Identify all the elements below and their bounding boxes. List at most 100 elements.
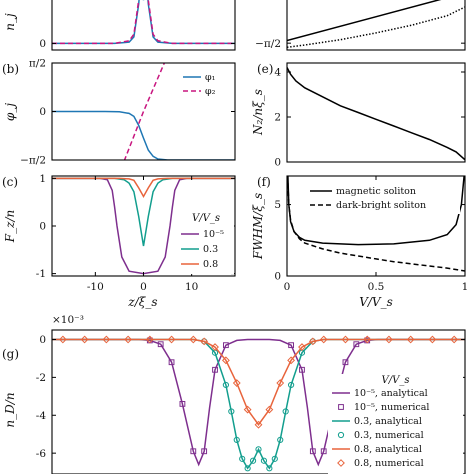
marker-g-5-20 (363, 335, 372, 344)
marker-g-3-11 (271, 455, 278, 462)
marker-g-5-16 (298, 343, 306, 351)
series-line-g-4 (52, 338, 465, 426)
xtick-label-f-0: 0 (284, 281, 291, 293)
panel-label-g: (g) (2, 347, 19, 361)
marker-g-5-18 (319, 335, 328, 344)
marker-g-1-4 (190, 448, 197, 455)
x-axis-label-f: V/V_s (359, 295, 393, 309)
ytick-label-b-0: π/2 (29, 58, 46, 70)
legend-f: magnetic soliton dark-bright soliton (305, 180, 460, 214)
marker-g-5-24 (450, 335, 459, 344)
series-line-c-2 (52, 177, 235, 199)
xtick-label-c-1: 0 (140, 281, 147, 293)
plot-area-f (287, 176, 465, 272)
xtick-label-f-2: 1 (462, 281, 469, 293)
marker-g-5-22 (406, 335, 415, 344)
series-line-e-0 (287, 67, 465, 161)
legend-label-g-0: 10⁻⁵, analytical (354, 388, 428, 399)
axes-frame-top-right (286, 0, 466, 51)
marker-g-3-9 (260, 457, 268, 464)
marker-g-5-5 (167, 335, 176, 344)
marker-g-5-23 (428, 335, 437, 344)
legend-b: φ₁ φ₂ (180, 67, 230, 99)
marker-g-5-0 (58, 335, 67, 344)
ytick-label-e-2: 0 (274, 157, 281, 169)
panel-top-right: 0−π/2 (255, 0, 466, 51)
panel-b: π/2 0 −π/2 (b) φ_j φ₁ φ₂ (2, 58, 236, 167)
legend-box-b (180, 67, 230, 99)
series-line-top-right-0 (287, 0, 442, 42)
marker-g-3-4 (233, 436, 240, 443)
plot-area-top-right (287, 0, 465, 49)
marker-g-5-17 (308, 337, 317, 346)
marker-g-5-12 (254, 420, 263, 429)
panel-top-left: 00.5n_j (3, 0, 236, 51)
series-line-top-right-1 (287, 6, 465, 49)
marker-g-1-5 (201, 448, 208, 455)
ytick-label-g-0: 0 (39, 334, 46, 346)
legend-label-c-2: 0.8 (203, 259, 218, 270)
legend-box-g (328, 374, 463, 474)
xtick-label-c-2: 10 (185, 281, 198, 293)
y-axis-label-c: F_z/n (3, 210, 17, 243)
marker-g-1-8 (288, 342, 295, 349)
marker-g-5-7 (200, 337, 209, 346)
ytick-label-c-1: 0 (39, 221, 46, 233)
y-axis-label-top-left: n_j (3, 13, 17, 31)
legend-label-b-1: φ₂ (205, 86, 216, 97)
legend-label-c-1: 0.3 (203, 244, 218, 255)
series-line-f-1 (287, 183, 465, 272)
y-axis-label-f: FWHM/ξ_s (251, 193, 265, 260)
marker-g-5-6 (189, 335, 198, 344)
x-axis-label-c: z/ξ_s (127, 295, 157, 309)
panel-label-e: (e) (257, 62, 273, 76)
ytick-label-e-0: 4 (274, 67, 281, 79)
marker-g-1-11 (320, 448, 327, 455)
legend-g: V/V_s 10⁻⁵, analytical 10⁻⁵, numerical 0.3,… (328, 374, 463, 474)
axes-frame-top-left (51, 0, 236, 51)
marker-g-1-6 (212, 366, 218, 373)
panel-label-b: (b) (2, 62, 19, 76)
legend-box-c (178, 208, 234, 274)
marker-g-5-19 (341, 335, 350, 344)
legend-label-g-4: 0.8, analytical (354, 444, 422, 455)
ytick-label-g-3: -6 (36, 448, 47, 460)
marker-g-1-7 (222, 342, 229, 349)
series-line-top-left-0 (52, 0, 235, 45)
legend-label-f-0: magnetic soliton (336, 186, 416, 197)
exponent-label-g: ×10⁻³ (52, 314, 84, 326)
marker-g-3-12 (277, 436, 284, 443)
ytick-label-f-1: 0 (274, 271, 281, 283)
legend-c: V/V_s 10⁻⁵ 0.3 0.8 (178, 208, 234, 274)
marker-g-5-8 (211, 343, 219, 351)
axes-frame-e (286, 62, 466, 163)
legend-label-f-1: dark-bright soliton (336, 200, 426, 211)
legend-title-g: V/V_s (382, 375, 410, 386)
marker-g-1-13 (342, 359, 349, 366)
panel-f: 5 00 0.5 1 (f) FWHM/ξ_s V/V_s magnetic soliton d… (251, 175, 468, 309)
ytick-label-b-2: −π/2 (20, 155, 46, 167)
marker-g-5-3 (124, 335, 132, 344)
marker-g-1-14 (353, 341, 360, 348)
panel-e: 4 2 0 (e) N₂/nξ_s (251, 62, 466, 169)
legend-label-g-5: 0.8, numerical (354, 458, 424, 469)
panel-label-f: (f) (257, 175, 271, 189)
ytick-label-c-0: 1 (39, 173, 46, 185)
legend-box-f (305, 180, 460, 214)
ytick-label-top-left-0: 0 (39, 38, 46, 50)
marker-g-3-13 (282, 408, 289, 415)
panel-g: 0 -2 -4 -6 (g) n_D/n ×10⁻³ V/V_s 10⁻⁵, analytica… (2, 314, 466, 474)
legend-label-g-2: 0.3, analytical (354, 416, 422, 427)
y-axis-label-b: φ_j (3, 103, 17, 121)
ytick-label-g-2: -4 (36, 410, 47, 422)
marker-g-5-13 (265, 405, 274, 414)
legend-swatch-g-1 (338, 404, 344, 410)
marker-g-1-3 (179, 400, 186, 407)
ytick-label-c-2: -1 (36, 268, 46, 280)
legend-label-g-3: 0.3, numerical (354, 430, 424, 441)
marker-g-3-3 (228, 408, 235, 415)
series-line-c-1 (52, 177, 235, 247)
plot-area-top-left (52, 0, 235, 45)
plot-area-b (52, 63, 235, 160)
y-axis-label-e: N₂/nξ_s (251, 89, 265, 136)
